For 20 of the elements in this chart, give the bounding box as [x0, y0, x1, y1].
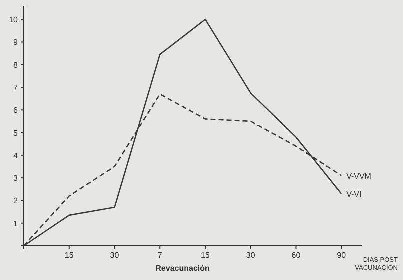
text: Revacunación	[156, 264, 210, 273]
x-tick-label: 7	[158, 251, 163, 260]
y-tick-label: 3	[14, 174, 19, 184]
y-tick-label: 4	[14, 151, 19, 160]
y-tick-label: 1	[14, 219, 19, 228]
y-tick-label: 2	[14, 196, 19, 206]
y-tick-label: 7	[14, 84, 19, 93]
series-label: V-VVM	[346, 172, 372, 181]
y-tick-label: 10	[9, 16, 19, 25]
y-tick-label: 6	[14, 106, 19, 116]
y-tick-label: 8	[14, 60, 19, 70]
y-tick-label: 5	[14, 128, 19, 138]
x-tick-label: 60	[292, 251, 302, 260]
x-tick-label: 30	[110, 251, 120, 260]
series-label: V-VI	[346, 190, 362, 199]
x-tick-label: 90	[337, 251, 347, 260]
x-tick-label: 30	[246, 251, 256, 260]
x-tick-label: 15	[201, 251, 210, 260]
x-tick-label: 15	[64, 251, 74, 260]
y-tick-label: 9	[14, 38, 19, 48]
